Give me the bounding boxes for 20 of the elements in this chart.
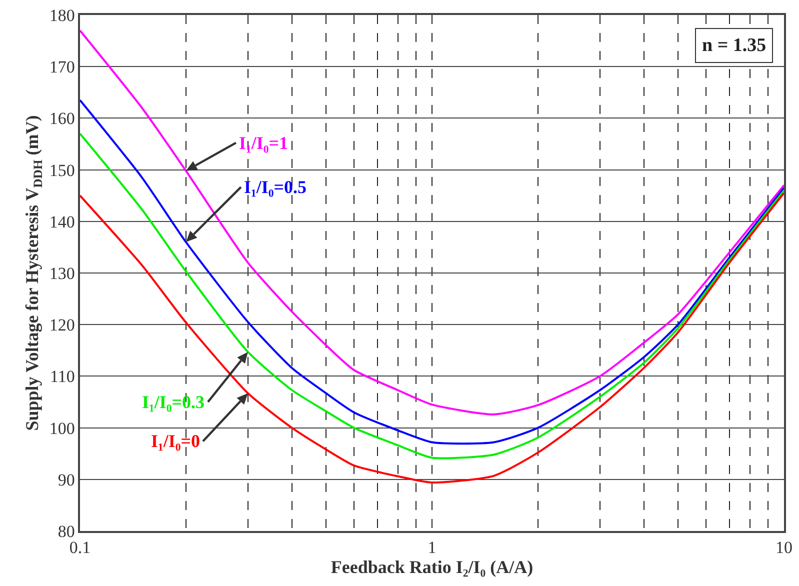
y-tick-label: 170 bbox=[49, 58, 75, 77]
y-tick-label: 160 bbox=[49, 109, 75, 128]
x-tick-label: 10 bbox=[776, 538, 792, 558]
x-tick-label: 0.1 bbox=[69, 538, 91, 558]
text: I₁/I₀=0 bbox=[151, 431, 200, 451]
y-tick-label: 140 bbox=[49, 212, 75, 232]
y-tick-label: 90 bbox=[58, 470, 75, 490]
y-tick-label: 110 bbox=[50, 367, 75, 386]
y-tick-label: 130 bbox=[49, 264, 75, 283]
annotation: n = 1.35 bbox=[702, 35, 766, 56]
y-tick-label: 80 bbox=[58, 522, 75, 541]
x-tick-label: 1 bbox=[428, 538, 436, 558]
y-tick-label: 150 bbox=[49, 160, 75, 180]
y-tick-label: 120 bbox=[49, 316, 75, 335]
x-axis-title: Feedback Ratio I₂/I₀ (A/A) bbox=[330, 557, 534, 578]
text: I₁/I₀=1 bbox=[239, 133, 288, 153]
text: I₁/I₀=0.5 bbox=[244, 177, 307, 197]
y-tick-label: 100 bbox=[49, 418, 75, 438]
y-tick-label: 180 bbox=[49, 6, 75, 25]
text: I₁/I₀=0.3 bbox=[142, 392, 205, 412]
